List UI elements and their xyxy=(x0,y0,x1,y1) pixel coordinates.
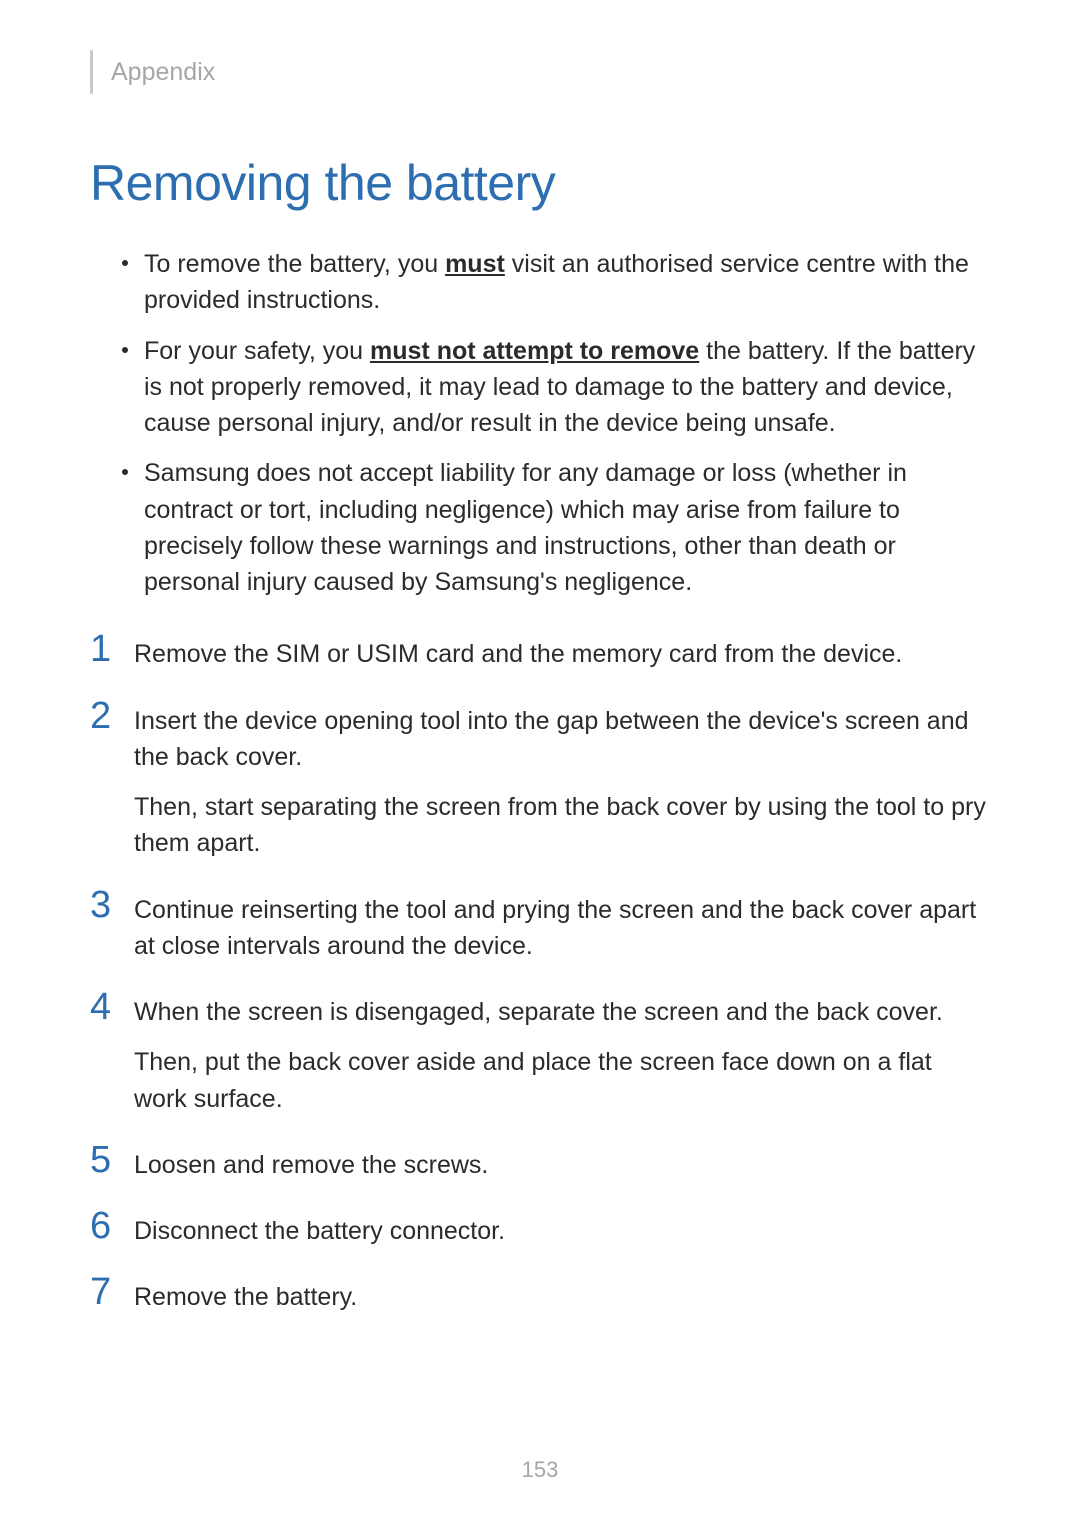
step-para: Insert the device opening tool into the … xyxy=(134,703,990,776)
step-number: 6 xyxy=(90,1207,134,1249)
section-label: Appendix xyxy=(111,58,215,87)
bullet-icon xyxy=(122,347,128,353)
step-body: Insert the device opening tool into the … xyxy=(134,697,990,862)
step-item: 1 Remove the SIM or USIM card and the me… xyxy=(90,630,990,672)
bullet-text-pre: Samsung does not accept liability for an… xyxy=(144,459,907,596)
step-para: Disconnect the battery connector. xyxy=(134,1213,990,1249)
step-body: Loosen and remove the screws. xyxy=(134,1141,990,1183)
page-title: Removing the battery xyxy=(90,154,990,212)
step-item: 4 When the screen is disengaged, separat… xyxy=(90,988,990,1117)
numbered-steps: 1 Remove the SIM or USIM card and the me… xyxy=(90,630,990,1315)
step-body: Continue reinserting the tool and prying… xyxy=(134,886,990,965)
document-page: Appendix Removing the battery To remove … xyxy=(0,0,1080,1380)
step-item: 2 Insert the device opening tool into th… xyxy=(90,697,990,862)
bullet-text-emph: must xyxy=(445,250,505,278)
bullet-icon xyxy=(122,260,128,266)
step-para: Then, start separating the screen from t… xyxy=(134,789,990,862)
step-body: When the screen is disengaged, separate … xyxy=(134,988,990,1117)
bullet-item: For your safety, you must not attempt to… xyxy=(122,333,990,442)
step-para: Loosen and remove the screws. xyxy=(134,1147,990,1183)
step-body: Remove the SIM or USIM card and the memo… xyxy=(134,630,990,672)
step-item: 7 Remove the battery. xyxy=(90,1273,990,1315)
step-number: 4 xyxy=(90,988,134,1117)
step-body: Disconnect the battery connector. xyxy=(134,1207,990,1249)
bullet-text: Samsung does not accept liability for an… xyxy=(144,455,990,600)
step-number: 7 xyxy=(90,1273,134,1315)
step-para: Remove the battery. xyxy=(134,1279,990,1315)
bullet-text-emph: must not attempt to remove xyxy=(370,337,699,365)
bullet-item: Samsung does not accept liability for an… xyxy=(122,455,990,600)
bullet-text-pre: To remove the battery, you xyxy=(144,250,445,278)
step-number: 1 xyxy=(90,630,134,672)
step-number: 5 xyxy=(90,1141,134,1183)
bullet-icon xyxy=(122,469,128,475)
step-item: 5 Loosen and remove the screws. xyxy=(90,1141,990,1183)
bullet-list: To remove the battery, you must visit an… xyxy=(122,246,990,600)
page-number: 153 xyxy=(0,1457,1080,1483)
bullet-item: To remove the battery, you must visit an… xyxy=(122,246,990,319)
step-para: When the screen is disengaged, separate … xyxy=(134,994,990,1030)
step-item: 3 Continue reinserting the tool and pryi… xyxy=(90,886,990,965)
step-para: Remove the SIM or USIM card and the memo… xyxy=(134,636,990,672)
step-number: 2 xyxy=(90,697,134,862)
bullet-text-pre: For your safety, you xyxy=(144,337,370,365)
step-item: 6 Disconnect the battery connector. xyxy=(90,1207,990,1249)
header-divider xyxy=(90,50,93,94)
page-header: Appendix xyxy=(90,50,990,94)
bullet-text: To remove the battery, you must visit an… xyxy=(144,246,990,319)
step-para: Then, put the back cover aside and place… xyxy=(134,1044,990,1117)
step-body: Remove the battery. xyxy=(134,1273,990,1315)
step-para: Continue reinserting the tool and prying… xyxy=(134,892,990,965)
step-number: 3 xyxy=(90,886,134,965)
bullet-text: For your safety, you must not attempt to… xyxy=(144,333,990,442)
